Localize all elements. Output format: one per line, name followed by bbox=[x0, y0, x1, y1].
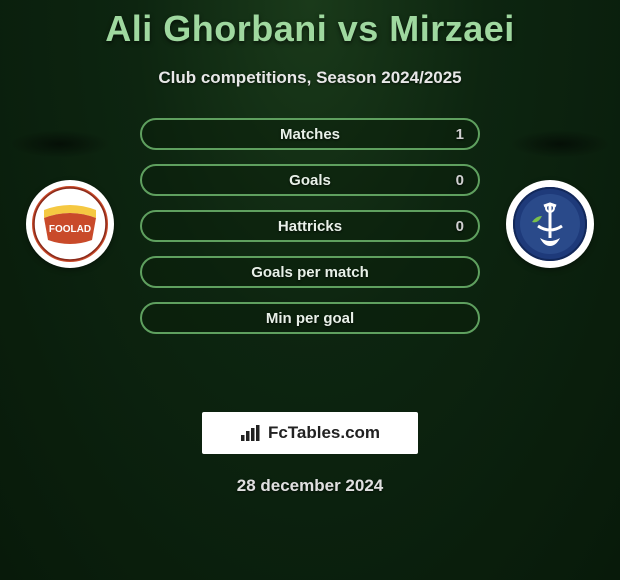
comparison-container: FOOLAD Matches 1 Goals 0 bbox=[0, 118, 620, 398]
malavan-logo-icon bbox=[506, 180, 594, 268]
stat-row-hattricks: Hattricks 0 bbox=[140, 210, 480, 242]
page-title: Ali Ghorbani vs Mirzaei bbox=[0, 0, 620, 50]
date-text: 28 december 2024 bbox=[0, 476, 620, 496]
shadow-left bbox=[10, 130, 110, 158]
stat-row-goals-per-match: Goals per match bbox=[140, 256, 480, 288]
stat-value: 0 bbox=[456, 218, 464, 235]
stat-value: 0 bbox=[456, 172, 464, 189]
stat-label: Hattricks bbox=[278, 218, 342, 235]
chart-icon bbox=[240, 424, 262, 442]
stat-row-goals: Goals 0 bbox=[140, 164, 480, 196]
branding-badge: FcTables.com bbox=[202, 412, 418, 454]
shadow-right bbox=[510, 130, 610, 158]
club-logo-right bbox=[500, 180, 600, 268]
stat-label: Goals per match bbox=[251, 264, 369, 281]
stat-row-min-per-goal: Min per goal bbox=[140, 302, 480, 334]
stat-label: Min per goal bbox=[266, 310, 354, 327]
stat-value: 1 bbox=[456, 126, 464, 143]
club-logo-left: FOOLAD bbox=[20, 180, 120, 268]
stat-label: Matches bbox=[280, 126, 340, 143]
stats-list: Matches 1 Goals 0 Hattricks 0 Goals per … bbox=[140, 118, 480, 334]
svg-text:FOOLAD: FOOLAD bbox=[49, 224, 91, 235]
stat-row-matches: Matches 1 bbox=[140, 118, 480, 150]
branding-text: FcTables.com bbox=[268, 423, 380, 443]
foolad-logo-icon: FOOLAD bbox=[26, 180, 114, 268]
subtitle: Club competitions, Season 2024/2025 bbox=[0, 68, 620, 88]
stat-label: Goals bbox=[289, 172, 331, 189]
